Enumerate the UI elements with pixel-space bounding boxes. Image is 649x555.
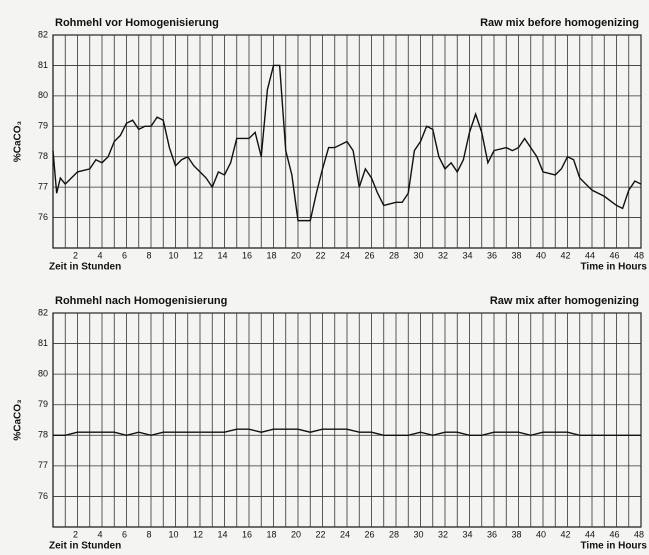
x-axis-label: Zeit in Stunden (49, 541, 121, 552)
y-tick-label: 82 (38, 307, 48, 317)
y-tick-label: 77 (38, 182, 48, 192)
y-tick-label: 76 (38, 212, 48, 222)
x-tick-label: 28 (389, 529, 399, 539)
chart-subtitle: Raw mix after homogenizing (490, 295, 639, 307)
y-tick-label: 78 (38, 151, 48, 161)
x-tick-label: 8 (146, 250, 151, 260)
x-tick-label: 24 (340, 529, 350, 539)
x-tick-label: 42 (560, 529, 570, 539)
y-tick-label: 81 (38, 338, 48, 348)
x-tick-label: 12 (193, 529, 203, 539)
x-tick-label: 8 (146, 529, 151, 539)
x-tick-label: 48 (634, 529, 644, 539)
x-tick-label: 34 (462, 529, 472, 539)
x-tick-label: 2 (73, 529, 78, 539)
x-tick-label: 20 (291, 250, 301, 260)
y-tick-label: 80 (38, 369, 48, 379)
x-tick-label: 38 (511, 529, 521, 539)
data-line (53, 428, 641, 437)
y-axis-label: %CaCO₃ (13, 120, 24, 162)
x-tick-label: 42 (560, 250, 570, 260)
chart-title: Rohmehl nach Homogenisierung (55, 295, 227, 307)
y-tick-label: 82 (38, 29, 48, 39)
y-tick-label: 79 (38, 121, 48, 131)
x-tick-label: 40 (536, 529, 546, 539)
x-tick-label: 28 (389, 250, 399, 260)
x-tick-label: 24 (340, 250, 350, 260)
x-tick-label: 18 (266, 529, 276, 539)
data-line (52, 64, 642, 222)
x-tick-label: 10 (168, 250, 178, 260)
x-tick-label: 4 (97, 529, 102, 539)
x-axis-label: Zeit in Stunden (49, 262, 121, 273)
x-tick-label: 16 (242, 529, 252, 539)
x-tick-label: 30 (413, 250, 423, 260)
x-tick-label: 20 (291, 529, 301, 539)
x-tick-label: 22 (315, 529, 325, 539)
x-tick-label: 16 (242, 250, 252, 260)
x-tick-label: 2 (73, 250, 78, 260)
y-tick-label: 77 (38, 460, 48, 470)
x-tick-label: 46 (609, 529, 619, 539)
x-axis-label: Time in Hours (581, 541, 648, 552)
x-tick-label: 30 (413, 529, 423, 539)
x-tick-label: 26 (364, 250, 374, 260)
x-tick-label: 46 (609, 250, 619, 260)
y-tick-label: 76 (38, 491, 48, 501)
x-tick-label: 14 (217, 250, 227, 260)
x-tick-label: 6 (122, 250, 127, 260)
x-tick-label: 48 (634, 250, 644, 260)
x-tick-label: 10 (168, 529, 178, 539)
x-tick-label: 6 (122, 529, 127, 539)
x-tick-label: 32 (438, 250, 448, 260)
y-tick-label: 81 (38, 60, 48, 70)
x-tick-label: 12 (193, 250, 203, 260)
x-tick-label: 38 (511, 250, 521, 260)
x-axis-label: Time in Hours (581, 262, 648, 273)
x-tick-label: 44 (585, 529, 595, 539)
x-tick-label: 18 (266, 250, 276, 260)
chart-subtitle: Raw mix before homogenizing (480, 17, 639, 29)
x-tick-label: 44 (585, 250, 595, 260)
x-tick-label: 36 (487, 529, 497, 539)
x-tick-label: 36 (487, 250, 497, 260)
x-tick-label: 32 (438, 529, 448, 539)
x-tick-label: 22 (315, 250, 325, 260)
x-tick-label: 4 (97, 250, 102, 260)
y-tick-label: 79 (38, 399, 48, 409)
x-tick-label: 40 (536, 250, 546, 260)
y-tick-label: 80 (38, 90, 48, 100)
y-axis-label: %CaCO₃ (13, 399, 24, 441)
x-tick-label: 26 (364, 529, 374, 539)
x-tick-label: 14 (217, 529, 227, 539)
y-tick-label: 78 (38, 430, 48, 440)
chart-title: Rohmehl vor Homogenisierung (55, 17, 219, 29)
x-tick-label: 34 (462, 250, 472, 260)
